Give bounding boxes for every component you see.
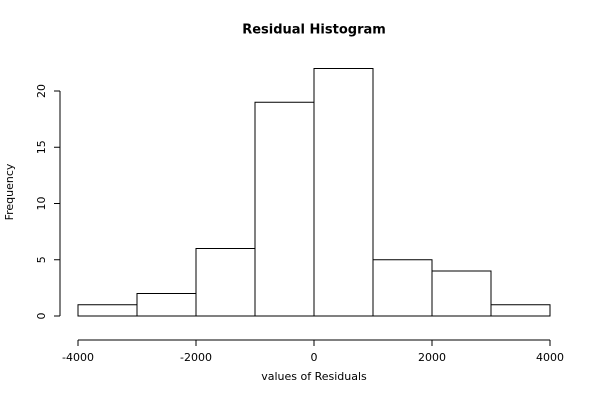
bar [431, 270, 492, 317]
bar [313, 68, 374, 317]
y-tick-label: 10 [35, 197, 48, 211]
bar [372, 259, 433, 317]
bar [77, 304, 138, 317]
bar [490, 304, 551, 317]
bar [254, 101, 315, 317]
y-tick-label: 5 [35, 256, 48, 263]
y-tick-label: 20 [35, 84, 48, 98]
y-tick-label: 15 [35, 140, 48, 154]
y-axis-label: Frequency [3, 163, 16, 220]
x-axis-label: values of Residuals [261, 370, 367, 383]
x-tick-label: -2000 [180, 351, 212, 364]
x-tick-label: -4000 [62, 351, 94, 364]
bar [136, 293, 197, 317]
bar [195, 248, 256, 317]
y-tick-label: 0 [35, 313, 48, 320]
x-tick-label: 0 [311, 351, 318, 364]
chart-title: Residual Histogram [242, 23, 386, 38]
x-tick-label: 4000 [536, 351, 564, 364]
x-tick-label: 2000 [418, 351, 446, 364]
